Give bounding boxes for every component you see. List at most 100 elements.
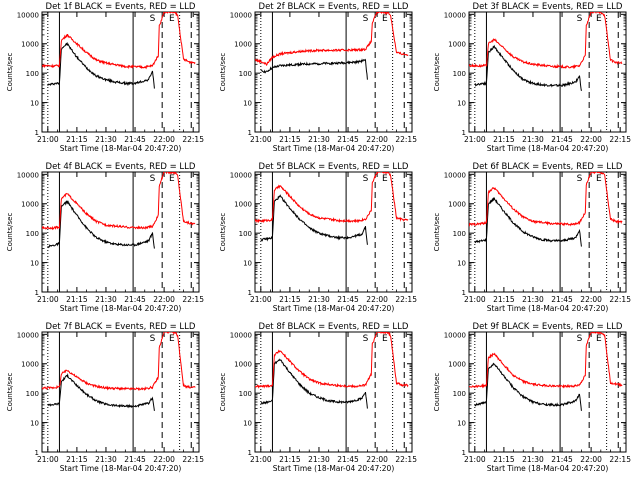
panel-title: Det 2f BLACK = Events, RED = LLD <box>259 2 409 12</box>
y-tick-label: 10000 <box>230 331 252 339</box>
x-tick-label: 21:00 <box>250 455 272 464</box>
x-tick-label: 21:45 <box>124 455 146 464</box>
panel-6: Det 6f BLACK = Events, RED = LLD 1 10 100 10… <box>433 162 631 313</box>
y-tick-label: 1000 <box>448 201 466 209</box>
y-tick-label: 10000 <box>17 171 39 179</box>
y-tick-label: 1000 <box>21 41 39 49</box>
panel-title: Det 3f BLACK = Events, RED = LLD <box>473 2 623 12</box>
panel-title: Det 7f BLACK = Events, RED = LLD <box>46 322 196 332</box>
y-tick-label: 100 <box>26 230 39 238</box>
x-tick-label: 22:00 <box>580 135 602 144</box>
y-axis-label: Counts/sec <box>219 53 227 92</box>
x-tick-label: 21:30 <box>95 135 117 144</box>
panel-title: Det 8f BLACK = Events, RED = LLD <box>259 322 409 332</box>
x-tick-label: 21:00 <box>37 135 59 144</box>
panel-7: Det 7f BLACK = Events, RED = LLD 1 10 100 10… <box>6 322 204 473</box>
start-marker: S <box>577 14 583 24</box>
plot-frame <box>254 171 413 293</box>
y-tick-label: 1 <box>248 289 252 297</box>
y-tick-label: 10 <box>30 260 39 268</box>
y-tick-label: 1 <box>462 129 466 137</box>
panel-8: Det 8f BLACK = Events, RED = LLD 1 10 100 10… <box>219 322 417 473</box>
y-tick-label: 100 <box>239 70 252 78</box>
y-tick-label: 1000 <box>21 201 39 209</box>
panel-2: Det 2f BLACK = Events, RED = LLD 1 10 100 10… <box>219 2 417 153</box>
series-line-lld <box>42 12 196 70</box>
y-axis-label: Counts/sec <box>219 373 227 412</box>
start-marker: S <box>150 174 156 184</box>
series-line-lld <box>255 332 409 389</box>
x-tick-label: 22:15 <box>395 295 417 304</box>
y-tick-label: 1 <box>35 449 39 457</box>
x-tick-label: 21:15 <box>493 455 515 464</box>
x-tick-label: 22:00 <box>366 455 388 464</box>
start-marker: S <box>363 14 369 24</box>
y-axis-label: Counts/sec <box>433 373 441 412</box>
x-tick-label: 22:15 <box>182 135 204 144</box>
end-marker: E <box>169 14 175 24</box>
x-tick-label: 22:15 <box>395 455 417 464</box>
end-marker: E <box>596 174 602 184</box>
plot-frame <box>254 331 413 453</box>
y-axis-label: Counts/sec <box>219 213 227 252</box>
end-marker: E <box>169 334 175 344</box>
x-tick-label: 21:15 <box>66 295 88 304</box>
x-tick-label: 21:45 <box>124 135 146 144</box>
series-line-events <box>474 362 582 411</box>
y-tick-label: 100 <box>26 70 39 78</box>
series-line-events <box>260 358 368 409</box>
x-tick-label: 21:30 <box>522 295 544 304</box>
y-tick-label: 10 <box>30 100 39 108</box>
x-tick-label: 21:15 <box>279 295 301 304</box>
panel-4: Det 4f BLACK = Events, RED = LLD 1 10 100 10… <box>6 162 204 313</box>
y-tick-label: 1000 <box>234 361 252 369</box>
y-tick-label: 1000 <box>21 361 39 369</box>
x-axis-label: Start Time (18-Mar-04 20:47:20) <box>487 464 609 473</box>
x-tick-label: 21:15 <box>493 295 515 304</box>
y-tick-label: 1 <box>248 449 252 457</box>
x-tick-label: 22:00 <box>366 295 388 304</box>
x-axis-label: Start Time (18-Mar-04 20:47:20) <box>273 144 395 153</box>
panel-title: Det 9f BLACK = Events, RED = LLD <box>473 322 623 332</box>
x-axis-label: Start Time (18-Mar-04 20:47:20) <box>487 144 609 153</box>
y-tick-label: 10000 <box>230 171 252 179</box>
x-tick-label: 21:15 <box>279 135 301 144</box>
x-tick-label: 22:15 <box>609 135 631 144</box>
start-marker: S <box>150 334 156 344</box>
series-line-lld <box>469 12 623 70</box>
x-tick-label: 21:15 <box>66 135 88 144</box>
y-tick-label: 100 <box>453 390 466 398</box>
x-tick-label: 22:15 <box>395 135 417 144</box>
x-tick-label: 21:30 <box>95 455 117 464</box>
x-axis-label: Start Time (18-Mar-04 20:47:20) <box>60 464 182 473</box>
y-tick-label: 1000 <box>448 361 466 369</box>
panel-5: Det 5f BLACK = Events, RED = LLD 1 10 100 10… <box>219 162 417 313</box>
x-tick-label: 21:30 <box>522 135 544 144</box>
y-axis-label: Counts/sec <box>6 213 14 252</box>
x-tick-label: 21:45 <box>551 295 573 304</box>
y-tick-label: 100 <box>239 390 252 398</box>
series-line-lld <box>469 332 623 389</box>
x-tick-label: 22:00 <box>580 455 602 464</box>
plot-frame <box>468 171 627 293</box>
y-tick-label: 10 <box>457 260 466 268</box>
plot-frame <box>41 11 200 133</box>
end-marker: E <box>382 174 388 184</box>
plot-frame <box>468 331 627 453</box>
y-tick-label: 10 <box>457 100 466 108</box>
y-tick-label: 100 <box>239 230 252 238</box>
series-line-lld <box>255 12 409 66</box>
y-tick-label: 1000 <box>234 41 252 49</box>
y-tick-label: 10000 <box>17 331 39 339</box>
y-tick-label: 100 <box>453 70 466 78</box>
end-marker: E <box>596 334 602 344</box>
x-tick-label: 21:30 <box>308 455 330 464</box>
end-marker: E <box>596 14 602 24</box>
x-tick-label: 21:00 <box>37 455 59 464</box>
x-tick-label: 21:00 <box>464 135 486 144</box>
y-tick-label: 10 <box>243 420 252 428</box>
x-tick-label: 22:15 <box>609 455 631 464</box>
y-tick-label: 100 <box>26 390 39 398</box>
panel-3: Det 3f BLACK = Events, RED = LLD 1 10 100 10… <box>433 2 631 153</box>
plot-frame <box>41 171 200 293</box>
